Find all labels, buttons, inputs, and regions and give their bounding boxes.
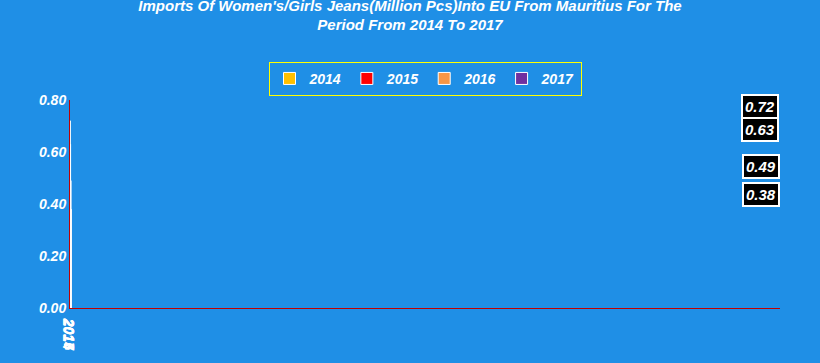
svg-text:0.80: 0.80	[39, 92, 66, 108]
svg-text:0.49: 0.49	[746, 158, 776, 175]
svg-text:0.20: 0.20	[39, 248, 66, 264]
svg-text:2016: 2016	[61, 318, 77, 350]
svg-text:2015: 2015	[61, 318, 77, 350]
svg-text:0.00: 0.00	[39, 300, 66, 316]
svg-text:0.40: 0.40	[39, 196, 66, 212]
svg-text:2014: 2014	[309, 71, 341, 87]
svg-text:2016: 2016	[463, 71, 495, 87]
svg-text:0.72: 0.72	[745, 98, 775, 115]
svg-text:2015: 2015	[386, 71, 418, 87]
svg-text:2017: 2017	[541, 71, 574, 87]
svg-text:2017: 2017	[61, 318, 77, 351]
svg-text:0.63: 0.63	[745, 121, 775, 138]
svg-text:0.38: 0.38	[746, 186, 776, 203]
svg-text:Imports Of Women's/Girls Jeans: Imports Of Women's/Girls Jeans(Million P…	[138, 0, 681, 33]
svg-text:0.60: 0.60	[39, 144, 66, 160]
svg-text:2014: 2014	[60, 318, 76, 350]
